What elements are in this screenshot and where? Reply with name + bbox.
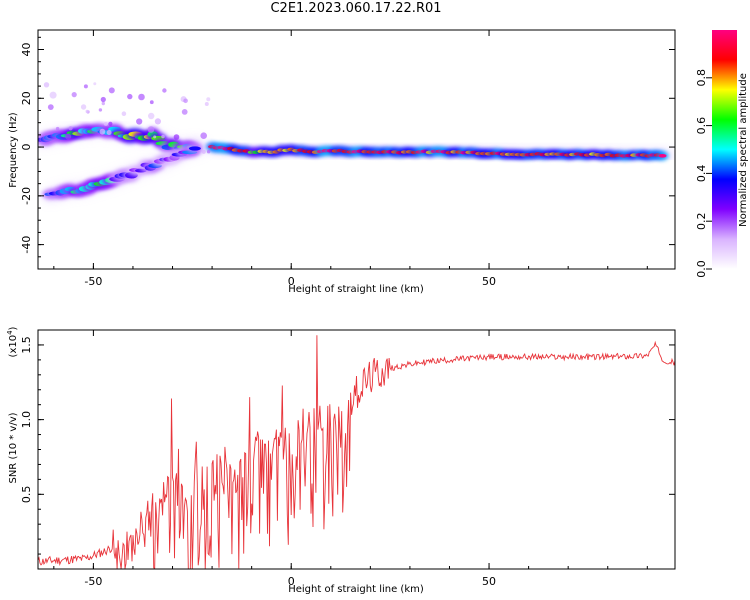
spectrogram-xtick-label: 50 [482, 275, 496, 288]
spectrogram-speckle [80, 104, 87, 110]
spectrogram-ytick-label: 40 [20, 43, 33, 57]
snr-xlabel: Height of straight line (km) [288, 584, 424, 595]
spectrogram-speckle [49, 91, 57, 99]
spectrogram-speckle [85, 109, 89, 113]
spectrogram-speckle [149, 100, 154, 105]
snr-ytick-label: 1.5 [20, 336, 33, 354]
spectrogram-speckle [153, 135, 157, 139]
spectrogram-speckle [183, 98, 188, 104]
spectrogram-speckle [206, 150, 211, 154]
spectrogram-speckle [154, 118, 161, 125]
snr-axes: -50 0 50 0.5 1.0 1.5 [20, 330, 675, 588]
spectrogram-speckle [127, 93, 133, 100]
colorbar-tick-label: 0.6 [695, 117, 708, 135]
spectrogram-speckle [98, 108, 103, 112]
snr-ytick-label: 0.5 [20, 486, 33, 504]
chart-title: C2E1.2023.060.17.22.R01 [270, 1, 442, 16]
spectrogram-speckle [200, 132, 207, 139]
colorbar-tick-label: 0.4 [695, 165, 708, 183]
spectrogram-cell [188, 146, 201, 151]
spectrogram-speckle [65, 133, 72, 140]
snr-scale-label: (x104) [6, 326, 19, 357]
snr-ytick-label: 1.0 [20, 411, 33, 429]
spectrogram-frame [37, 29, 676, 270]
spectrogram-ytick-label: -20 [20, 187, 33, 205]
spectrogram-speckle [161, 134, 165, 139]
spectrogram-ytick-label: -40 [20, 236, 33, 254]
spectrogram-xlabel: Height of straight line (km) [288, 284, 424, 295]
spectrogram-speckle [204, 102, 209, 106]
spectrogram-speckle [100, 96, 106, 103]
spectrogram-speckle [206, 97, 211, 102]
snr-series-line [38, 335, 675, 569]
snr-marks [38, 335, 675, 569]
spectrogram-speckle [101, 101, 106, 106]
spectrogram-speckle [71, 92, 77, 98]
colorbar-label: Normalized spectral amplitude [738, 73, 749, 227]
spectrogram-speckle [55, 126, 60, 131]
snr-xtick-label: 50 [482, 575, 496, 588]
snr-xtick-label: 0 [288, 575, 295, 588]
colorbar-gradient [712, 30, 737, 269]
snr-panel: -50 0 50 0.5 1.0 1.5 Height of straight line … [6, 326, 676, 595]
spectrogram-speckle [148, 112, 155, 120]
spectrogram-speckle [201, 149, 206, 154]
spectrogram-speckle [138, 93, 145, 101]
snr-scale-exponent: 4 [6, 330, 14, 335]
snr-scale-prefix: (x10 [8, 335, 19, 358]
snr-ylabel: SNR (10 * v/v) [8, 412, 19, 483]
spectrogram-speckle [108, 121, 113, 126]
colorbar-tick-label: 0.0 [695, 260, 708, 278]
colorbar: 0.0 0.2 0.4 0.6 0.8 Normalized spectral ampl… [695, 30, 749, 278]
spectrogram-xtick-label: -50 [84, 275, 102, 288]
spectrogram-ylabel: Frequency (Hz) [8, 112, 19, 188]
spectrogram-speckle [108, 87, 115, 94]
spectrogram-speckle [121, 111, 127, 116]
spectrogram-speckle [99, 128, 106, 135]
spectrogram-speckle [173, 134, 180, 140]
spectrogram-cell [658, 154, 667, 158]
spectrogram-speckle [83, 84, 88, 89]
spectrogram-speckle [136, 118, 143, 125]
spectrogram-ytick-label: 0 [20, 144, 33, 151]
colorbar-ticks: 0.0 0.2 0.4 0.6 0.8 [695, 69, 712, 278]
spectrogram-speckle [162, 88, 167, 93]
spectrogram-axes: -50 0 50 -40 -20 0 20 40 [20, 30, 675, 288]
spectrogram-speckle [68, 126, 73, 131]
colorbar-tick-label: 0.2 [695, 212, 708, 230]
spectrogram-xtick-label: 0 [288, 275, 295, 288]
spectrogram-ytick-label: 20 [20, 91, 33, 105]
spectrogram-speckle [43, 82, 50, 88]
spectrogram-speckle [147, 126, 155, 133]
spectrogram-marks [38, 82, 673, 202]
spectrogram-speckle [106, 130, 112, 135]
snr-xtick-label: -50 [84, 575, 102, 588]
spectrogram-speckle [103, 121, 108, 126]
snr-scale-suffix: ) [8, 326, 19, 330]
spectrogram-panel: -50 0 50 -40 -20 0 20 40 Height of straight lin… [8, 29, 676, 295]
spectrogram-speckle [93, 82, 97, 86]
spectrogram-speckle [181, 109, 188, 115]
snr-plot-area [38, 330, 675, 569]
colorbar-tick-label: 0.8 [695, 69, 708, 87]
spectrogram-speckle [47, 104, 54, 110]
